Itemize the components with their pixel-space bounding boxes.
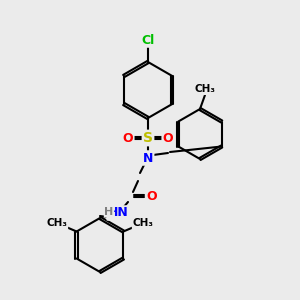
Text: CH₃: CH₃ — [46, 218, 67, 229]
Text: CH₃: CH₃ — [133, 218, 154, 229]
Text: O: O — [163, 131, 173, 145]
Text: H: H — [104, 207, 114, 217]
Text: HN: HN — [108, 206, 128, 220]
Text: O: O — [123, 131, 133, 145]
Text: N: N — [143, 152, 153, 164]
Text: O: O — [147, 190, 157, 202]
Text: CH₃: CH₃ — [194, 84, 215, 94]
Text: S: S — [143, 131, 153, 145]
Text: Cl: Cl — [141, 34, 154, 46]
